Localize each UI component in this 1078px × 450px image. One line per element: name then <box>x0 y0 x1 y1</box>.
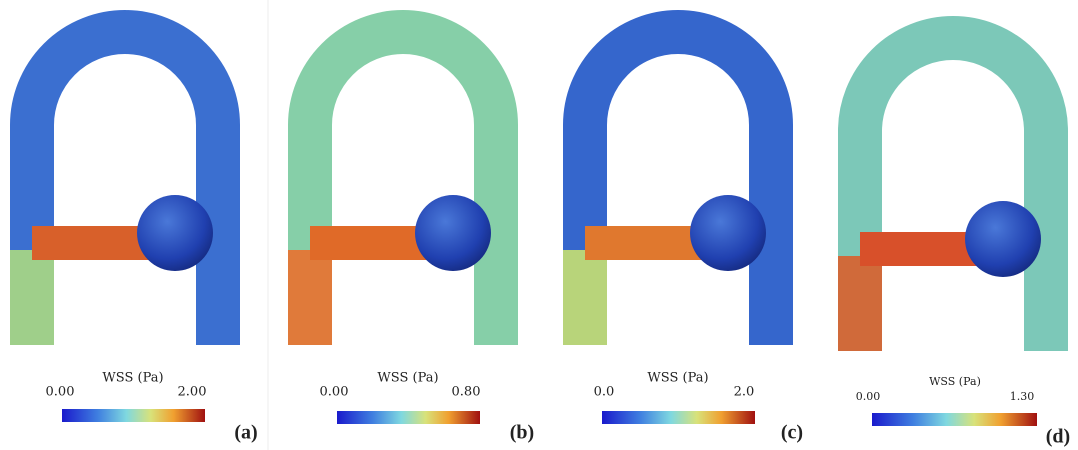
colorbar-max: 1.30 <box>1010 390 1035 403</box>
panel-a: WSS (Pa) 0.00 2.00 (a) <box>32 32 258 444</box>
panel-label: (a) <box>234 422 257 444</box>
colorbar <box>872 413 1037 426</box>
panel-b: WSS (Pa) 0.00 0.80 (b) <box>310 32 534 444</box>
pipe-model <box>32 32 218 346</box>
colorbar-max: 0.80 <box>452 385 481 400</box>
colorbar-min: 0.00 <box>46 385 75 400</box>
colorbar-max: 2.00 <box>178 385 207 400</box>
panel-label: (c) <box>781 422 803 444</box>
colorbar-title: WSS (Pa) <box>929 375 981 388</box>
pipe-model <box>860 38 1046 352</box>
colorbar-min: 0.00 <box>320 385 349 400</box>
colorbar <box>602 411 755 424</box>
colorbar-title: WSS (Pa) <box>102 371 163 386</box>
panel-d: WSS (Pa) 0.00 1.30 (d) <box>856 38 1070 448</box>
colorbar-title: WSS (Pa) <box>647 371 708 386</box>
colorbar <box>337 411 480 424</box>
colorbar-min: 0.0 <box>594 385 615 400</box>
colorbar <box>62 409 205 422</box>
panel-c: WSS (Pa) 0.0 2.0 (c) <box>585 32 803 444</box>
pipe-model <box>310 32 496 346</box>
panel-label: (b) <box>510 422 534 444</box>
panel-label: (d) <box>1046 426 1070 448</box>
colorbar-min: 0.00 <box>856 390 881 403</box>
pipe-model <box>585 32 771 346</box>
colorbar-title: WSS (Pa) <box>377 371 438 386</box>
colorbar-max: 2.0 <box>734 385 755 400</box>
